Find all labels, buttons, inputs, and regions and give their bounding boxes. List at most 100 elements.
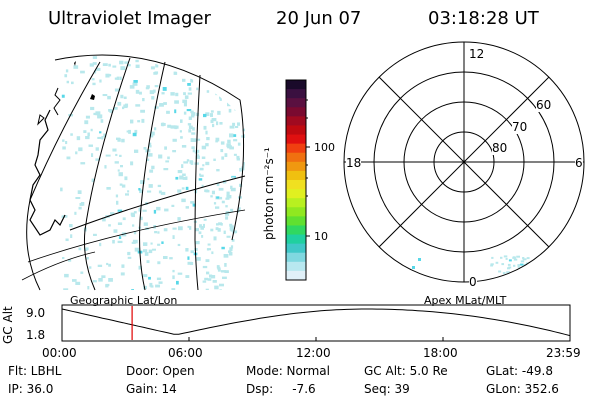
- emission-pixel: [522, 257, 525, 259]
- emission-pixel: [220, 141, 225, 145]
- emission-pixel: [102, 217, 106, 222]
- emission-pixel: [232, 134, 237, 137]
- colorbar-band: [286, 207, 306, 217]
- emission-pixel: [92, 82, 96, 86]
- emission-pixel: [140, 109, 145, 113]
- emission-pixel: [182, 78, 186, 82]
- emission-pixel: [150, 285, 154, 288]
- emission-pixel: [99, 242, 102, 247]
- emission-pixel: [116, 200, 119, 205]
- emission-pixel: [147, 190, 152, 193]
- altitude-y-tick: 1.8: [26, 328, 46, 342]
- emission-pixel: [108, 263, 111, 267]
- emission-pixel: [185, 248, 189, 252]
- x-tick-1200: 12:00: [296, 346, 331, 360]
- emission-pixel: [143, 249, 148, 253]
- emission-pixel: [180, 119, 183, 123]
- emission-pixel: [507, 263, 511, 266]
- emission-pixel: [219, 122, 223, 125]
- emission-pixel: [231, 239, 235, 242]
- altitude-x-ticks: [61, 337, 571, 341]
- info-gc-alt: GC Alt: 5.0 Re: [364, 364, 448, 378]
- emission-pixel: [520, 260, 525, 263]
- emission-pixel: [183, 111, 187, 115]
- emission-pixel: [151, 96, 155, 100]
- x-tick-2359: 23:59: [546, 346, 581, 360]
- emission-pixel: [163, 256, 168, 260]
- emission-pixel: [516, 255, 521, 258]
- colorbar-band: [286, 198, 306, 208]
- emission-pixel: [97, 264, 103, 267]
- emission-pixel: [66, 80, 70, 84]
- emission-pixel: [202, 223, 206, 228]
- emission-pixel: [143, 274, 148, 278]
- emission-pixel: [87, 132, 90, 137]
- emission-pixel: [69, 224, 73, 228]
- emission-pixel: [62, 257, 65, 260]
- emission-pixel: [177, 243, 181, 247]
- emission-pixel: [501, 263, 505, 266]
- emission-pixel: [187, 123, 192, 126]
- emission-pixel: [62, 215, 68, 218]
- colorbar-band: [286, 261, 306, 272]
- emission-pixel: [157, 231, 160, 234]
- emission-pixel: [84, 120, 89, 125]
- date-label: 20 Jun 07: [276, 8, 362, 29]
- colorbar-band: [286, 252, 306, 263]
- emission-pixel: [183, 161, 189, 164]
- emission-pixel: [116, 137, 120, 141]
- emission-pixel: [205, 143, 209, 147]
- emission-pixel: [230, 185, 233, 190]
- emission-pixel: [158, 154, 163, 159]
- colorbar-band: [286, 107, 306, 117]
- colorbar-band: [286, 234, 306, 245]
- emission-pixel: [100, 119, 104, 123]
- emission-pixel: [70, 234, 73, 238]
- emission-pixel: [139, 91, 142, 95]
- emission-pixel: [218, 222, 223, 226]
- apex-panel-label: Apex MLat/MLT: [424, 294, 507, 307]
- emission-pixel: [212, 280, 217, 283]
- emission-pixel: [207, 243, 211, 246]
- emission-pixel: [195, 149, 200, 153]
- colorbar-band: [286, 143, 306, 154]
- info-glat: GLat: -49.8: [486, 364, 553, 378]
- emission-pixel: [219, 98, 222, 101]
- emission-pixel: [72, 279, 77, 282]
- emission-pixel: [222, 276, 227, 279]
- emission-pixel: [163, 228, 168, 232]
- emission-pixel: [75, 197, 81, 200]
- emission-pixel: [230, 187, 236, 192]
- emission-pixel: [201, 145, 207, 150]
- colorbar-tick-label: 100: [314, 141, 335, 154]
- emission-pixel: [218, 187, 224, 191]
- emission-pixel: [210, 275, 216, 279]
- emission-pixel: [224, 263, 227, 267]
- emission-pixel: [60, 187, 63, 192]
- emission-pixel: [199, 174, 204, 177]
- emission-pixel: [127, 251, 131, 256]
- emission-pixel: [108, 278, 113, 282]
- emission-pixel: [210, 119, 214, 124]
- emission-pixel: [122, 217, 126, 221]
- emission-pixel: [173, 71, 178, 75]
- emission-pixel: [91, 78, 95, 81]
- emission-pixel: [203, 125, 207, 130]
- emission-pixel: [226, 235, 231, 238]
- emission-pixel: [143, 242, 148, 246]
- emission-pixel: [495, 261, 499, 264]
- emission-pixel: [179, 175, 184, 180]
- emission-pixel: [190, 138, 194, 142]
- emission-pixel: [124, 103, 129, 107]
- mlt-label-right: 6: [575, 156, 583, 170]
- emission-pixel: [491, 256, 494, 259]
- emission-pixel: [227, 102, 231, 107]
- emission-pixel: [78, 247, 82, 251]
- emission-pixel: [146, 158, 150, 161]
- colorbar-band: [286, 152, 306, 163]
- emission-pixel: [92, 56, 98, 59]
- emission-pixel: [170, 92, 175, 96]
- emission-pixel: [181, 164, 184, 168]
- emission-pixel: [64, 74, 68, 78]
- emission-pixel: [145, 87, 150, 90]
